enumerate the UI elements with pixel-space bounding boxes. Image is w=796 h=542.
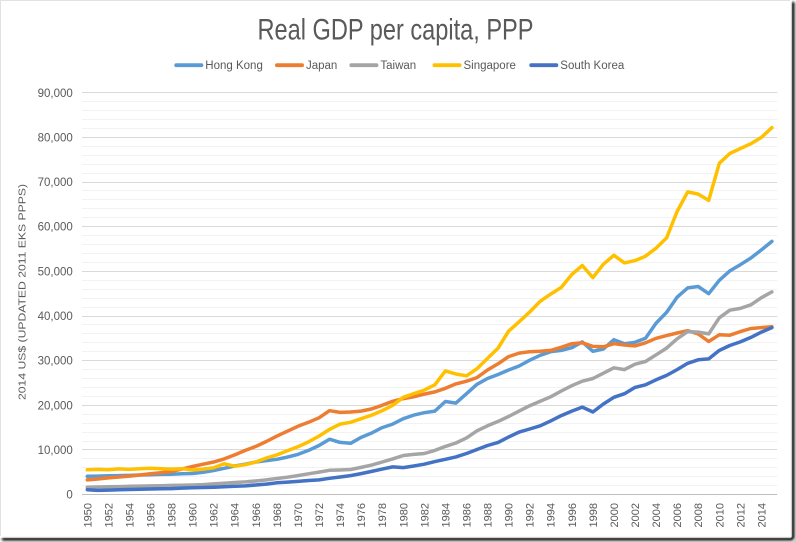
svg-text:1990: 1990	[504, 503, 516, 527]
svg-text:1994: 1994	[546, 503, 558, 527]
svg-text:1978: 1978	[377, 503, 389, 527]
svg-text:1960: 1960	[188, 503, 200, 527]
svg-text:90,000: 90,000	[38, 88, 73, 100]
svg-text:1962: 1962	[209, 503, 221, 527]
svg-text:Real GDP per capita, PPP: Real GDP per capita, PPP	[258, 14, 534, 47]
svg-text:Japan: Japan	[306, 60, 337, 72]
svg-text:1958: 1958	[167, 503, 179, 527]
svg-text:2014: 2014	[756, 503, 768, 527]
svg-text:2014 US$ (UPDATED 2011 EKS PPP: 2014 US$ (UPDATED 2011 EKS PPPS)	[17, 184, 29, 400]
svg-text:1976: 1976	[356, 503, 368, 527]
svg-text:1974: 1974	[335, 503, 347, 527]
svg-text:1996: 1996	[567, 503, 579, 527]
svg-text:1992: 1992	[525, 503, 537, 527]
svg-text:1966: 1966	[251, 503, 263, 527]
svg-text:2008: 2008	[693, 503, 705, 527]
svg-text:80,000: 80,000	[38, 132, 73, 144]
svg-text:2012: 2012	[735, 503, 747, 527]
svg-text:Singapore: Singapore	[464, 60, 516, 72]
svg-text:1950: 1950	[82, 503, 94, 527]
svg-text:1954: 1954	[124, 503, 136, 527]
svg-text:1988: 1988	[483, 503, 495, 527]
svg-text:1984: 1984	[440, 503, 452, 527]
svg-text:0: 0	[66, 490, 72, 502]
svg-text:2000: 2000	[609, 503, 621, 527]
svg-text:30,000: 30,000	[38, 356, 73, 368]
svg-text:Hong Kong: Hong Kong	[205, 60, 263, 72]
svg-text:South Korea: South Korea	[560, 60, 625, 72]
svg-text:1998: 1998	[588, 503, 600, 527]
svg-text:60,000: 60,000	[38, 222, 73, 234]
svg-text:1970: 1970	[293, 503, 305, 527]
svg-text:1982: 1982	[419, 503, 431, 527]
svg-text:50,000: 50,000	[38, 266, 73, 278]
svg-text:1952: 1952	[103, 503, 115, 527]
svg-text:1972: 1972	[314, 503, 326, 527]
svg-text:1986: 1986	[462, 503, 474, 527]
svg-text:1964: 1964	[230, 503, 242, 527]
svg-text:40,000: 40,000	[38, 311, 73, 323]
svg-text:1980: 1980	[398, 503, 410, 527]
svg-text:2002: 2002	[630, 503, 642, 527]
svg-text:1968: 1968	[272, 503, 284, 527]
svg-text:20,000: 20,000	[38, 400, 73, 412]
svg-text:70,000: 70,000	[38, 177, 73, 189]
svg-text:2006: 2006	[672, 503, 684, 527]
svg-text:2004: 2004	[651, 503, 663, 527]
svg-text:1956: 1956	[146, 503, 158, 527]
svg-text:10,000: 10,000	[38, 445, 73, 457]
svg-text:Taiwan: Taiwan	[380, 60, 416, 72]
svg-text:2010: 2010	[714, 503, 726, 527]
